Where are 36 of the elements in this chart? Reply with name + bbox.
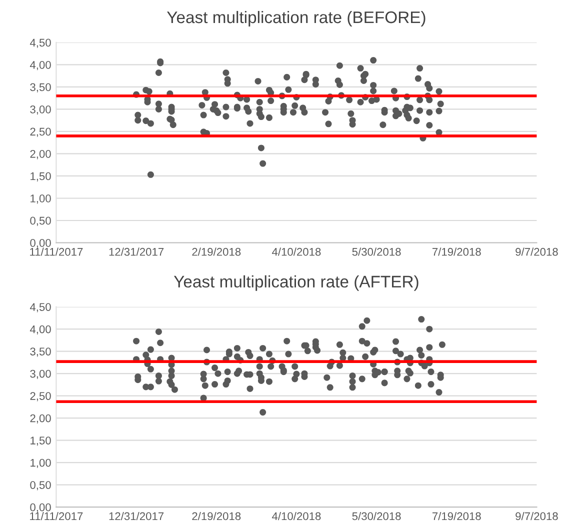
y-tick-label: 3,00	[30, 370, 51, 380]
y-tick-label: 1,00	[30, 194, 51, 204]
x-tick-label: 5/30/2018	[352, 512, 401, 520]
x-tick-label: 9/7/2018	[516, 248, 558, 256]
y-tick-label: 4,00	[30, 325, 51, 335]
chart-title: Yeast multiplication rate (BEFORE)	[166, 10, 426, 26]
y-tick-label: 3,50	[30, 348, 51, 357]
y-tick-label: 2,00	[30, 150, 51, 160]
y-tick-label: 0,00	[30, 239, 51, 248]
y-tick-label: 0,00	[30, 503, 51, 513]
y-tick-label: 1,50	[30, 436, 51, 446]
y-tick-label: 3,00	[30, 106, 51, 115]
y-tick-label: 1,00	[30, 458, 51, 468]
y-tick-label: 4,50	[30, 38, 51, 48]
x-tick-label: 9/7/2018	[516, 512, 558, 520]
x-tick-label: 7/19/2018	[432, 512, 481, 520]
x-tick-label: 2/19/2018	[192, 512, 241, 520]
x-tick-label: 5/30/2018	[352, 248, 401, 256]
chart-title: Yeast multiplication rate (AFTER)	[174, 275, 418, 291]
y-tick-label: 1,50	[30, 172, 51, 182]
x-tick-label: 12/31/2017	[109, 248, 164, 256]
y-tick-label: 2,50	[30, 392, 51, 402]
x-tick-label: 7/19/2018	[432, 248, 481, 256]
y-tick-label: 3,50	[30, 83, 51, 92]
y-tick-label: 2,00	[30, 414, 51, 424]
y-tick-label: 4,00	[30, 61, 51, 70]
x-tick-label: 11/11/2017	[30, 512, 83, 520]
y-tick-label: 0,50	[30, 481, 51, 490]
x-tick-label: 4/10/2018	[272, 512, 321, 520]
x-tick-label: 4/10/2018	[272, 248, 321, 256]
x-tick-label: 2/19/2018	[192, 248, 241, 256]
x-tick-label: 12/31/2017	[109, 512, 164, 520]
x-tick-label: 11/11/2017	[30, 248, 83, 256]
y-tick-label: 4,50	[30, 303, 51, 312]
y-tick-label: 2,50	[30, 128, 51, 137]
y-tick-label: 0,50	[30, 216, 51, 226]
